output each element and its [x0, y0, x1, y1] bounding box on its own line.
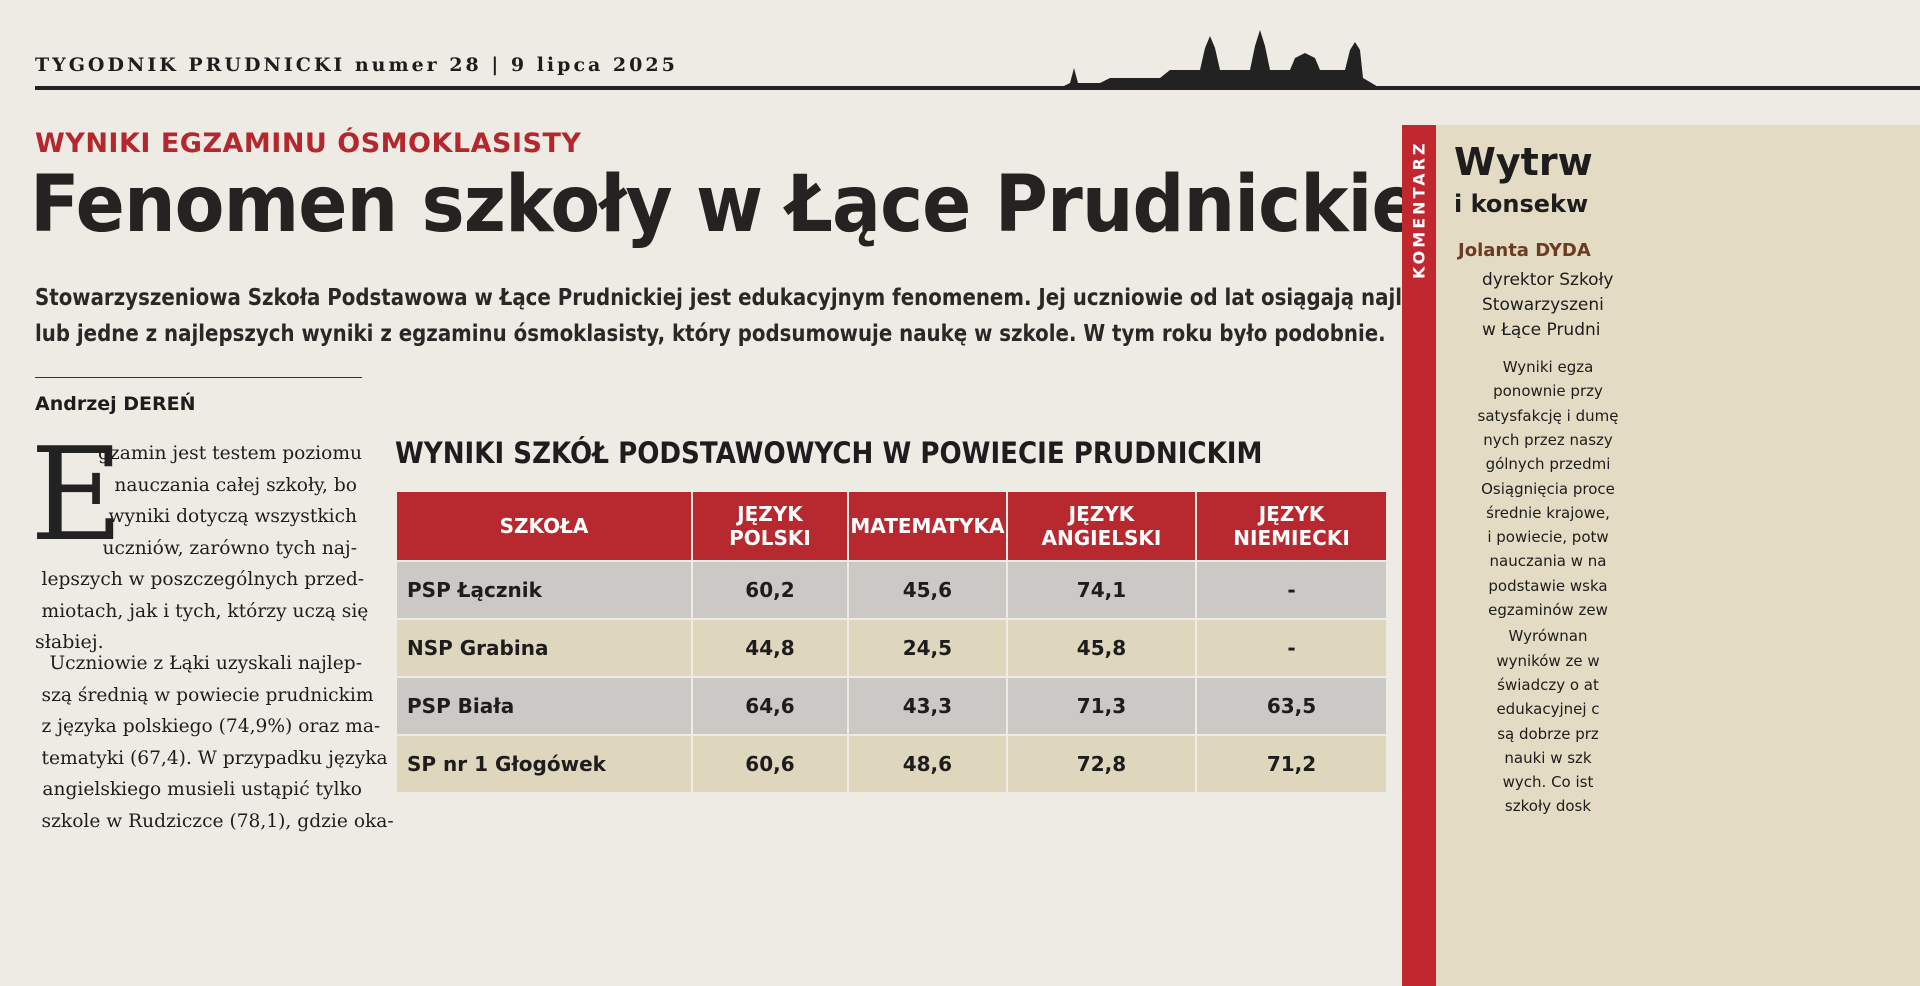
table-cell: 64,6: [691, 676, 849, 736]
table-cell: 44,8: [691, 618, 849, 678]
table-cell: 71,3: [1005, 676, 1198, 736]
table-cell: -: [1195, 560, 1388, 620]
sidebar-text: szkoły dosk: [1504, 797, 1592, 816]
body-line: uczniów, zarówno tych naj-: [102, 536, 358, 559]
body-line: Uczniowie z Łąki uzyskali najlep-: [49, 652, 363, 674]
table-cell: 45,8: [1005, 618, 1198, 678]
table-cell: -: [1195, 618, 1388, 678]
sidebar-role: w Łące Prudni: [1482, 320, 1601, 340]
skyline: [1060, 30, 1380, 88]
column-header: SZKOŁA: [395, 490, 693, 562]
table-cell: PSP Biała: [395, 676, 693, 736]
table-cell: 63,5: [1195, 676, 1388, 736]
table-cell: PSP Łącznik: [395, 560, 693, 620]
header-rule: [35, 86, 1920, 90]
table-title: WYNIKI SZKÓŁ PODSTAWOWYCH W POWIECIE PRU…: [395, 436, 1263, 470]
body-line: gzamin jest testem poziomu: [97, 442, 362, 464]
sidebar-text: ponownie przy: [1493, 382, 1603, 401]
kicker: WYNIKI EGZAMINU ÓSMOKLASISTY: [35, 128, 582, 159]
table-row: PSP Łącznik 60,2 45,6 74,1-: [395, 560, 1388, 620]
sidebar-text: nauki w szk: [1504, 748, 1592, 767]
sidebar-text: Wyniki egza: [1502, 358, 1594, 376]
body-line: angielskiego musieli ustąpić tylko: [42, 778, 362, 800]
author: Andrzej DEREŃ: [35, 393, 196, 415]
sidebar-text: nauczania w na: [1489, 552, 1607, 571]
sidebar-title: Wytrw: [1454, 140, 1593, 184]
sidebar-title: i konsekw: [1454, 190, 1589, 218]
sidebar-text: nych przez naszy: [1483, 430, 1613, 449]
table-cell: SP nr 1 Głogówek: [395, 734, 693, 794]
table-cell: 43,3: [846, 676, 1008, 736]
results-table: SZKOŁA JĘZYK POLSKI MATEMATYKA JĘZYK ANGIEL…: [395, 490, 1388, 794]
sidebar: [1436, 125, 1920, 986]
sidebar-text: satysfakcję i dumę: [1477, 406, 1619, 425]
table-cell: 71,2: [1195, 734, 1388, 794]
table-cell: NSP Grabina: [395, 618, 693, 678]
headline: Fenomen szkoły w Łące Prudnickiej: [30, 160, 1445, 250]
sidebar-text: świadczy o at: [1497, 675, 1599, 694]
sidebar-text: wyników ze w: [1496, 651, 1600, 670]
sidebar-text: gólnych przedmi: [1485, 455, 1611, 474]
table-cell: 24,5: [846, 618, 1008, 678]
lead-line: Stowarzyszeniowa Szkoła Podstawowa w Łąc…: [35, 285, 1467, 311]
table-cell: 60,6: [691, 734, 849, 794]
sidebar-text: Wyrównan: [1508, 627, 1588, 646]
sidebar-role: dyrektor Szkoły: [1482, 270, 1614, 290]
sidebar-text: Osiągnięcia proce: [1481, 479, 1615, 498]
sidebar-text: podstawie wska: [1488, 576, 1608, 595]
lead-line: lub jedne z najlepszych wyniki z egzamin…: [35, 321, 1386, 347]
body-line: szkole w Rudziczce (78,1), gdzie oka-: [41, 809, 394, 832]
sidebar-text: średnie krajowe,: [1486, 503, 1610, 522]
table-row: NSP Grabina 44,8 24,5 45,8-: [395, 618, 1388, 678]
column-header: MATEMATYKA: [846, 490, 1008, 562]
table-row: PSP Biała 64,6 43,3 71,3 63,5: [395, 676, 1388, 736]
sidebar-role: Stowarzyszeni: [1482, 295, 1604, 315]
body-line: miotach, jak i tych, którzy uczą się: [41, 599, 369, 622]
body-line: szą średnią w powiecie prudnickim: [41, 683, 374, 706]
body-line: z języka polskiego (74,9%) oraz ma-: [41, 715, 381, 737]
sidebar-text: egzaminów zew: [1488, 601, 1608, 619]
sidebar-text: i powiecie, potw: [1487, 528, 1609, 547]
column-header: JĘZYK POLSKI: [691, 490, 849, 562]
table-cell: 72,8: [1005, 734, 1198, 794]
column-header: JĘZYK NIEMIECKI: [1195, 490, 1388, 562]
drop-cap: E: [30, 421, 124, 570]
table-row: SP nr 1 Głogówek 60,6 48,6 72,8 71,2: [395, 734, 1388, 794]
column-header: JĘZYK ANGIELSKI: [1005, 490, 1198, 562]
body-line: wyniki dotyczą wszystkich: [108, 505, 357, 527]
sidebar-text: są dobrze prz: [1497, 724, 1599, 743]
sidebar-text: edukacyjnej c: [1496, 700, 1600, 719]
table-cell: 74,1: [1005, 560, 1198, 620]
table-cell: 60,2: [691, 560, 849, 620]
table-cell: 48,6: [846, 734, 1008, 794]
table-cell: 45,6: [846, 560, 1008, 620]
sidebar-text: wych. Co ist: [1502, 773, 1594, 792]
masthead: TYGODNIK PRUDNICKI numer 28 | 9 lipca 20…: [35, 54, 678, 76]
sidebar-bar: [1402, 125, 1436, 986]
body-line: słabiej.: [35, 631, 104, 653]
body-line: tematyki (67,4). W przypadku języka: [41, 746, 388, 769]
sidebar-label: KOMENTARZ: [1409, 140, 1429, 280]
sidebar-author: Jolanta DYDA: [1458, 240, 1591, 261]
body-line: lepszych w poszczególnych przed-: [41, 568, 365, 590]
body-line: nauczania całej szkoły, bo: [114, 473, 357, 496]
author-rule: [35, 377, 362, 378]
